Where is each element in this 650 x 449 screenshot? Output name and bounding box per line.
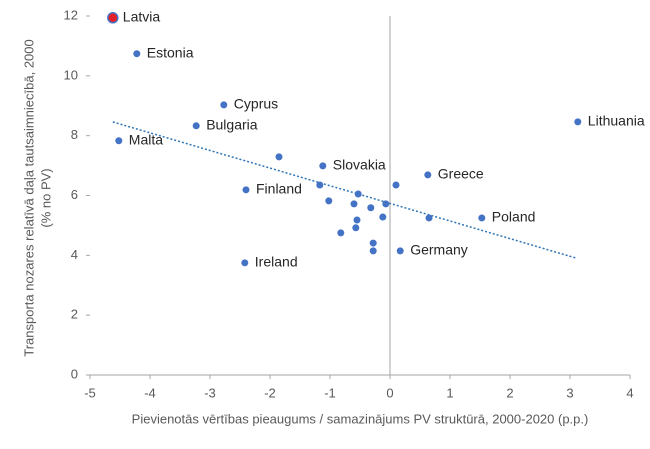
point — [352, 224, 360, 232]
point — [354, 190, 362, 198]
x-axis-label: Pievienotās vērtības pieaugums / samazin… — [132, 411, 589, 426]
point — [241, 259, 249, 267]
point — [396, 247, 404, 255]
point — [107, 12, 119, 24]
y-axis-label: Transporta nozares relatīvā daļa tautsai… — [21, 39, 53, 356]
point — [382, 200, 390, 208]
x-tick-label: -4 — [144, 385, 156, 400]
x-tick-label: 3 — [566, 385, 573, 400]
x-tick-label: -5 — [84, 385, 96, 400]
point — [242, 186, 250, 194]
point-label: Finland — [256, 181, 302, 197]
point — [367, 204, 375, 212]
y-axis-label-line: Transporta nozares relatīvā daļa tautsai… — [21, 39, 36, 356]
point — [319, 162, 327, 170]
point-label: Latvia — [123, 8, 161, 24]
point — [350, 200, 358, 208]
y-tick-label: 0 — [71, 366, 78, 381]
point — [369, 247, 377, 255]
point — [316, 181, 324, 189]
point — [133, 50, 141, 58]
y-tick-label: 10 — [64, 67, 78, 82]
point-label: Bulgaria — [206, 116, 258, 132]
trendline — [112, 121, 577, 259]
point — [379, 213, 387, 221]
point — [275, 153, 283, 161]
point-label: Germany — [410, 242, 468, 258]
y-axis-label-line: (% no PV) — [38, 168, 53, 227]
point-label: Ireland — [255, 254, 298, 270]
point-label: Cyprus — [234, 96, 278, 112]
point — [369, 239, 377, 247]
y-tick-label: 8 — [71, 127, 78, 142]
x-tick-label: -1 — [324, 385, 336, 400]
point — [392, 181, 400, 189]
point — [425, 214, 433, 222]
x-tick-label: -3 — [204, 385, 216, 400]
point — [337, 229, 345, 237]
point-label: Slovakia — [333, 157, 386, 173]
y-tick-label: 2 — [71, 307, 78, 322]
x-tick-label: 4 — [626, 385, 633, 400]
point — [574, 118, 582, 126]
x-tick-label: 1 — [446, 385, 453, 400]
point-label: Greece — [438, 166, 484, 182]
y-tick-label: 4 — [71, 247, 78, 262]
point-label: Estonia — [147, 44, 194, 60]
y-tick-label: 6 — [71, 187, 78, 202]
point — [424, 171, 432, 179]
point — [325, 197, 333, 205]
point — [353, 216, 361, 224]
point-label: Malta — [129, 131, 163, 147]
x-tick-label: 0 — [386, 385, 393, 400]
x-tick-label: -2 — [264, 385, 276, 400]
x-tick-label: 2 — [506, 385, 513, 400]
y-tick-label: 12 — [64, 7, 78, 22]
point — [115, 137, 123, 145]
point — [192, 122, 200, 130]
point-label: Lithuania — [588, 113, 645, 129]
point — [220, 101, 228, 109]
point — [478, 214, 486, 222]
point-label: Poland — [492, 209, 536, 225]
